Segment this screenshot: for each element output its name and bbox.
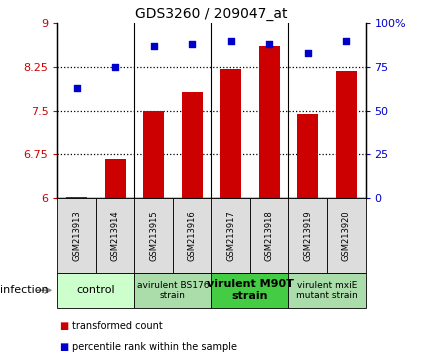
Text: ■: ■ (60, 342, 69, 352)
Bar (211, 198, 250, 273)
Text: transformed count: transformed count (72, 321, 163, 331)
Text: avirulent BS176
strain: avirulent BS176 strain (137, 281, 209, 300)
Bar (96, 198, 134, 273)
Bar (105, 159, 126, 198)
Text: GSM213916: GSM213916 (188, 210, 197, 261)
Bar (259, 46, 280, 198)
Point (343, 38, 350, 44)
Bar (57, 198, 96, 273)
Text: percentile rank within the sample: percentile rank within the sample (72, 342, 237, 352)
Point (227, 38, 234, 44)
Text: GSM213915: GSM213915 (149, 210, 158, 261)
Bar (134, 273, 211, 308)
Bar (143, 110, 164, 198)
Point (112, 64, 119, 70)
Bar (327, 198, 366, 273)
Text: GSM213919: GSM213919 (303, 210, 312, 261)
Title: GDS3260 / 209047_at: GDS3260 / 209047_at (135, 7, 288, 21)
Bar (220, 69, 241, 198)
Bar (211, 273, 289, 308)
Text: GSM213918: GSM213918 (265, 210, 274, 261)
Point (189, 41, 196, 47)
Bar (66, 197, 87, 198)
Bar (289, 273, 366, 308)
Bar (297, 114, 318, 198)
Point (150, 43, 157, 48)
Point (304, 50, 311, 56)
Text: infection: infection (0, 285, 48, 295)
Text: GSM213920: GSM213920 (342, 210, 351, 261)
Text: virulent mxiE
mutant strain: virulent mxiE mutant strain (296, 281, 358, 300)
Bar (289, 198, 327, 273)
Text: GSM213917: GSM213917 (226, 210, 235, 261)
Bar (57, 273, 134, 308)
Bar (336, 71, 357, 198)
Text: GSM213913: GSM213913 (72, 210, 81, 261)
Bar (250, 198, 289, 273)
Text: control: control (76, 285, 115, 295)
Bar (181, 92, 203, 198)
Text: GSM213914: GSM213914 (110, 210, 120, 261)
Bar (173, 198, 211, 273)
Text: ■: ■ (60, 321, 69, 331)
Point (266, 41, 272, 47)
Text: virulent M90T
strain: virulent M90T strain (207, 279, 293, 301)
Bar (134, 198, 173, 273)
Point (73, 85, 80, 91)
